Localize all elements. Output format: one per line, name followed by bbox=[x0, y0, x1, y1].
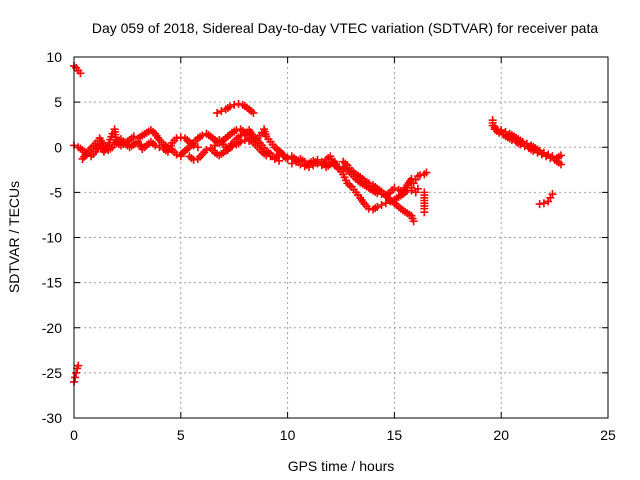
data-point bbox=[304, 163, 313, 172]
y-tick-label: 10 bbox=[46, 49, 62, 65]
data-point bbox=[537, 150, 546, 159]
data-point bbox=[232, 126, 241, 135]
data-point bbox=[176, 133, 185, 142]
data-point bbox=[407, 174, 416, 183]
data-point bbox=[507, 136, 516, 145]
data-point bbox=[236, 131, 245, 140]
data-point bbox=[313, 155, 322, 164]
data-series bbox=[78, 133, 202, 163]
x-axis-label: GPS time / hours bbox=[288, 458, 395, 474]
data-point bbox=[542, 152, 551, 161]
x-tick-label: 0 bbox=[70, 427, 78, 443]
y-tick-label: -20 bbox=[42, 320, 62, 336]
data-series bbox=[535, 190, 557, 209]
y-tick-label: -5 bbox=[50, 184, 63, 200]
data-point bbox=[422, 168, 431, 177]
data-point bbox=[364, 179, 373, 188]
data-point bbox=[548, 190, 557, 199]
data-point bbox=[275, 156, 284, 165]
x-tick-label: 15 bbox=[387, 427, 403, 443]
data-point bbox=[76, 69, 85, 78]
data-point bbox=[520, 142, 529, 151]
chart-title: Day 059 of 2018, Sidereal Day-to-day VTE… bbox=[92, 20, 599, 36]
data-series bbox=[407, 168, 431, 192]
data-point bbox=[287, 159, 296, 168]
data-point bbox=[413, 184, 422, 193]
data-point bbox=[193, 143, 202, 152]
y-tick-label: -30 bbox=[42, 410, 62, 426]
data-point bbox=[546, 154, 555, 163]
data-point bbox=[71, 373, 80, 382]
data-point bbox=[230, 100, 239, 109]
data-point bbox=[516, 140, 525, 149]
data-point bbox=[225, 102, 234, 111]
data-series bbox=[70, 361, 83, 386]
data-point bbox=[533, 148, 542, 157]
data-point bbox=[279, 150, 288, 159]
data-series bbox=[339, 157, 418, 226]
data-point bbox=[377, 201, 386, 210]
data-point bbox=[529, 146, 538, 155]
data-series bbox=[490, 125, 566, 169]
data-point bbox=[189, 155, 198, 164]
plot-frame bbox=[73, 56, 609, 419]
data-series bbox=[420, 188, 429, 217]
y-tick-label: 0 bbox=[54, 139, 62, 155]
data-point bbox=[420, 208, 429, 217]
data-point bbox=[495, 128, 504, 137]
data-point bbox=[539, 199, 548, 208]
axis-ticks: 0 5 10 15 20 25 10 5 0 -5 -10 -15 -20 -25 -30 bbox=[42, 49, 616, 443]
data-series bbox=[213, 99, 258, 117]
y-axis-label: SDTVAR / TECUs bbox=[6, 181, 22, 293]
data-point bbox=[409, 217, 418, 226]
data-point bbox=[557, 160, 566, 169]
data-series bbox=[287, 154, 422, 214]
data-series bbox=[210, 126, 284, 165]
data-series bbox=[70, 125, 185, 161]
y-tick-label: -25 bbox=[42, 365, 62, 381]
data-series bbox=[488, 116, 566, 163]
x-tick-label: 10 bbox=[280, 427, 296, 443]
data-point bbox=[381, 199, 390, 208]
data-point bbox=[557, 151, 566, 160]
data-point bbox=[217, 107, 226, 116]
x-tick-label: 20 bbox=[493, 427, 509, 443]
data-point bbox=[172, 134, 181, 143]
data-point bbox=[407, 183, 416, 192]
data-series bbox=[70, 62, 85, 78]
data-point bbox=[416, 171, 425, 180]
y-tick-label: 5 bbox=[54, 94, 62, 110]
data-points bbox=[70, 62, 566, 386]
y-tick-label: -15 bbox=[42, 275, 62, 291]
data-point bbox=[74, 361, 83, 370]
data-point bbox=[155, 143, 164, 152]
data-point bbox=[373, 202, 382, 211]
grid bbox=[74, 57, 608, 418]
data-point bbox=[249, 108, 258, 117]
data-point bbox=[151, 141, 160, 150]
x-tick-label: 25 bbox=[600, 427, 616, 443]
data-point bbox=[213, 108, 222, 117]
data-point bbox=[72, 368, 81, 377]
data-point bbox=[535, 200, 544, 209]
x-tick-label: 5 bbox=[177, 427, 185, 443]
data-point bbox=[390, 183, 399, 192]
data-point bbox=[234, 99, 243, 108]
data-point bbox=[270, 154, 279, 163]
y-tick-label: -10 bbox=[42, 230, 62, 246]
